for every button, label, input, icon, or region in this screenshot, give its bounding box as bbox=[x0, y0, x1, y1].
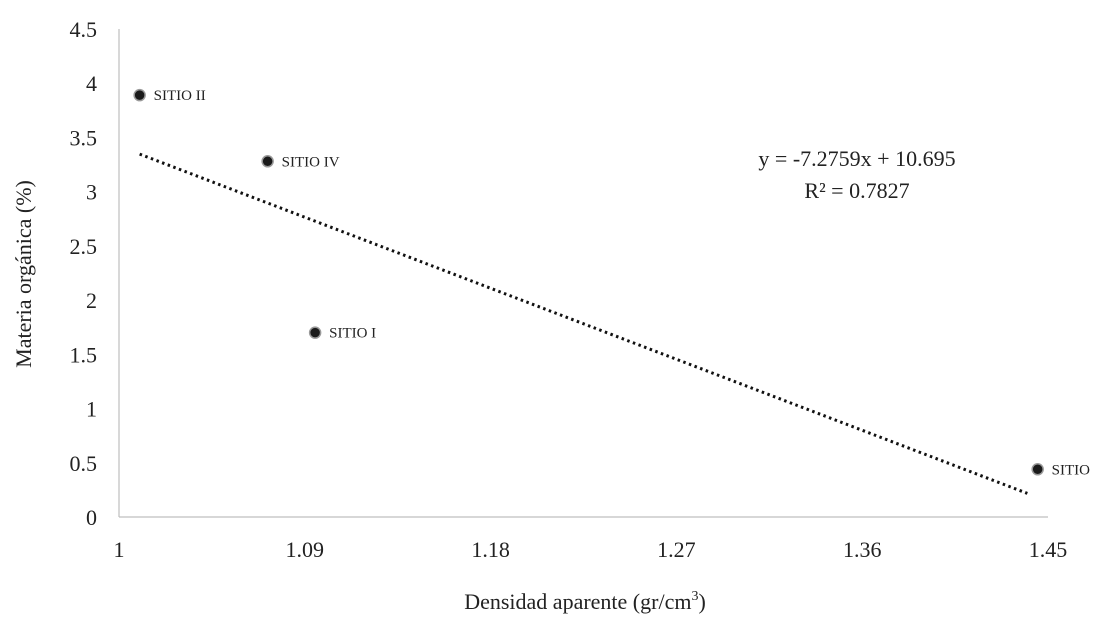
y-tick-label: 4 bbox=[86, 71, 97, 96]
y-tick-label: 3.5 bbox=[70, 125, 98, 150]
data-point bbox=[133, 88, 146, 102]
x-axis-title-main: Densidad aparente (gr/cm bbox=[464, 589, 691, 614]
y-tick-label: 0.5 bbox=[70, 451, 98, 476]
x-tick-label: 1.45 bbox=[1029, 537, 1068, 562]
trendline-r-squared: R² = 0.7827 bbox=[804, 178, 909, 203]
x-axis-title-superscript: 3 bbox=[691, 589, 698, 604]
y-tick-label: 1.5 bbox=[70, 342, 98, 367]
x-tick-label: 1 bbox=[114, 537, 125, 562]
y-tick-label: 2.5 bbox=[70, 234, 98, 259]
data-point bbox=[308, 326, 322, 339]
trendline-group bbox=[139, 152, 1028, 495]
x-axis-title: Densidad aparente (gr/cm3) bbox=[464, 589, 706, 614]
data-points: SITIO I SITIO II SITIO III SITIO IV bbox=[133, 88, 1094, 478]
y-tick-label: 1 bbox=[86, 397, 97, 422]
x-tick-label: 1.36 bbox=[843, 537, 882, 562]
trendline bbox=[139, 152, 1028, 495]
data-point-label: SITIO II bbox=[154, 88, 206, 104]
x-tick-label: 1.18 bbox=[471, 537, 510, 562]
y-tick-label: 2 bbox=[86, 288, 97, 313]
y-tick-label: 4.5 bbox=[70, 17, 98, 42]
x-axis-title-suffix: ) bbox=[698, 589, 705, 614]
y-tick-label: 0 bbox=[86, 505, 97, 530]
y-axis-ticks: 0 0.5 1 1.5 2 2.5 3 3.5 4 4.5 bbox=[70, 17, 98, 530]
data-point-label: SITIO IV bbox=[282, 154, 340, 170]
x-tick-label: 1.09 bbox=[286, 537, 325, 562]
axes bbox=[118, 29, 1048, 518]
y-axis-title: Materia orgánica (%) bbox=[11, 180, 36, 368]
trendline-equation: y = -7.2759x + 10.695 bbox=[758, 146, 955, 171]
x-tick-label: 1.27 bbox=[657, 537, 696, 562]
data-point bbox=[261, 155, 274, 168]
data-point-label: SITIO III bbox=[1052, 462, 1094, 478]
y-tick-label: 3 bbox=[86, 180, 97, 205]
data-point-label: SITIO I bbox=[329, 326, 376, 342]
x-axis-ticks: 1 1.09 1.18 1.27 1.36 1.45 bbox=[114, 537, 1068, 562]
data-point bbox=[1031, 463, 1044, 476]
